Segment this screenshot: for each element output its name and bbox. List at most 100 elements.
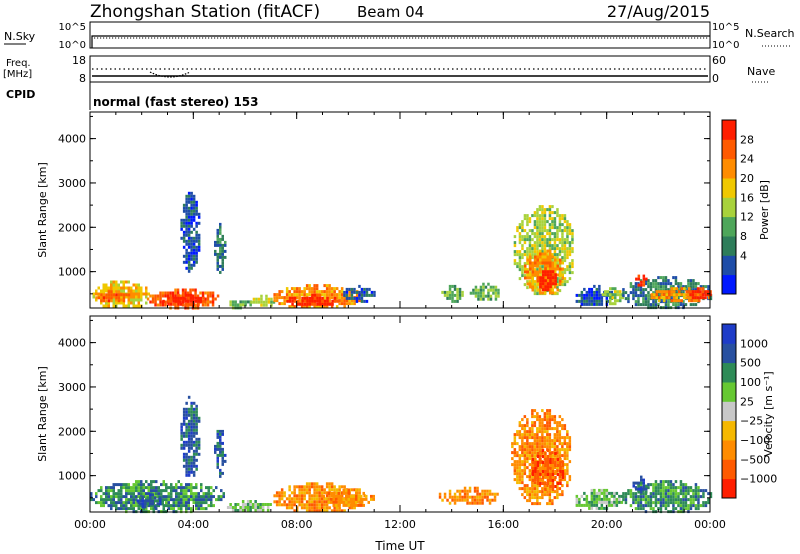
xtick-label: 20:00 [591, 518, 623, 531]
velocity-ytick-label: 3000 [58, 381, 86, 394]
power-blob [162, 293, 205, 306]
freq-tick-top: 18 [72, 54, 86, 67]
velocity-colorbar-segment [722, 440, 736, 460]
velocity-colorbar-tick: −100 [740, 434, 770, 447]
velocity-colorbar-segment [722, 459, 736, 480]
power-blob [95, 290, 131, 303]
velocity-blob [273, 482, 366, 513]
velocity-data [90, 395, 713, 514]
velocity-ytick-label: 4000 [58, 337, 86, 350]
velocity-panel: 4000 3000 2000 1000 00:00 04:00 08:00 12:00 16:0… [36, 315, 777, 531]
velocity-blob [226, 500, 272, 512]
xtick-label: 00:00 [74, 518, 106, 531]
noise-panel: N.Sky 10^5 10^0 10^5 10^0 N.Search [4, 21, 795, 51]
velocity-ylabel: Slant Range [km] [36, 366, 49, 462]
velocity-colorbar-tick: −1000 [740, 473, 777, 486]
noise-tick-left-bottom: 10^0 [59, 40, 86, 51]
power-colorbar: 28 24 20 16 12 8 4 [721, 119, 754, 295]
velocity-colorbar-tick: 1000 [740, 337, 768, 350]
freq-panel: Freq. [MHz] 18 8 60 0 Nave [3, 54, 775, 85]
beam-label: Beam 04 [357, 3, 424, 21]
velocity-blob [322, 488, 375, 507]
velocity-colorbar-tick: 100 [740, 376, 761, 389]
power-blob [689, 287, 712, 300]
power-blob [286, 293, 339, 306]
velocity-blob [90, 480, 225, 514]
power-ytick-label: 3000 [58, 177, 86, 190]
velocity-colorbar-tick: −500 [740, 453, 770, 466]
velocity-colorbar-tick: −25 [740, 415, 763, 428]
power-data [92, 191, 713, 310]
power-colorbar-tick: 20 [740, 172, 754, 185]
noise-tick-right-top: 10^5 [712, 22, 739, 33]
power-colorbar-tick: 4 [740, 249, 747, 262]
power-colorbar-tick: 24 [740, 153, 754, 166]
power-blob [343, 284, 376, 303]
nave-label: Nave [747, 65, 775, 78]
xtick-label: 00:00 [694, 518, 726, 531]
velocity-colorbar-segment [722, 478, 736, 499]
freq-label: Freq. [6, 58, 31, 69]
velocity-blob [575, 488, 624, 510]
velocity-colorbar-segment [722, 343, 736, 364]
x-axis-label: Time UT [374, 539, 425, 553]
velocity-ytick-label: 2000 [58, 425, 86, 438]
power-colorbar-segment [722, 255, 736, 276]
velocity-colorbar-segment [722, 420, 736, 441]
power-blob [441, 284, 464, 303]
date-label: 27/Aug/2015 [607, 2, 710, 21]
velocity-blob [622, 480, 713, 514]
power-blob [180, 191, 201, 273]
freq-unit-label: [MHz] [3, 69, 32, 80]
velocity-blob [511, 409, 572, 506]
power-blob [635, 274, 648, 287]
velocity-colorbar-tick: 500 [740, 357, 761, 370]
velocity-blob [438, 486, 499, 505]
velocity-colorbar-segment [722, 362, 736, 383]
power-colorbar-segment [722, 216, 736, 237]
power-colorbar-segment [722, 236, 736, 256]
power-colorbar-tick: 8 [740, 230, 747, 243]
noise-tick-left-top: 10^5 [59, 22, 86, 33]
power-blob [469, 282, 500, 301]
power-colorbar-label: Power [dB] [758, 180, 771, 240]
nsky-label: N.Sky [4, 30, 36, 43]
velocity-colorbar-tick: 25 [740, 395, 754, 408]
velocity-colorbar-segment [722, 324, 736, 344]
power-colorbar-segment [722, 274, 736, 295]
velocity-blob [531, 449, 565, 491]
velocity-blob [136, 493, 164, 509]
xtick-label: 04:00 [177, 518, 209, 531]
cpid-text: normal (fast stereo) 153 [93, 95, 259, 109]
power-blob [250, 294, 276, 307]
power-colorbar-segment [722, 120, 736, 140]
velocity-colorbar-label: Velocity [m s⁻¹] [762, 371, 775, 456]
power-ytick-label: 4000 [58, 133, 86, 146]
nave-tick-bottom: 0 [712, 72, 719, 85]
xtick-label: 12:00 [384, 518, 416, 531]
velocity-colorbar-segment [722, 401, 736, 422]
xtick-label: 16:00 [487, 518, 519, 531]
velocity-blob [180, 395, 201, 477]
power-ylabel: Slant Range [km] [36, 162, 49, 258]
power-blob [536, 267, 557, 292]
velocity-blob [214, 429, 227, 478]
velocity-colorbar: 1000 500 100 25 −25 −100 −500 −1000 [721, 323, 777, 499]
power-colorbar-segment [722, 139, 736, 160]
power-colorbar-tick: 12 [740, 211, 754, 224]
velocity-blob [632, 475, 648, 494]
power-colorbar-segment [722, 197, 736, 218]
power-colorbar-tick: 16 [740, 191, 754, 204]
power-blob [601, 287, 624, 306]
nsearch-label: N.Search [745, 27, 795, 40]
power-panel: 4000 3000 2000 1000 Slant Range [km] 28 24 20… [36, 111, 771, 310]
nave-tick-top: 60 [712, 54, 726, 67]
power-colorbar-segment [722, 158, 736, 179]
power-ytick-label: 1000 [58, 266, 86, 279]
noise-tick-right-bottom: 10^0 [712, 40, 739, 51]
power-colorbar-tick: 28 [740, 133, 754, 146]
velocity-colorbar-segment [722, 382, 736, 402]
cpid-label: CPID [6, 88, 35, 101]
velocity-ytick-label: 1000 [58, 470, 86, 483]
